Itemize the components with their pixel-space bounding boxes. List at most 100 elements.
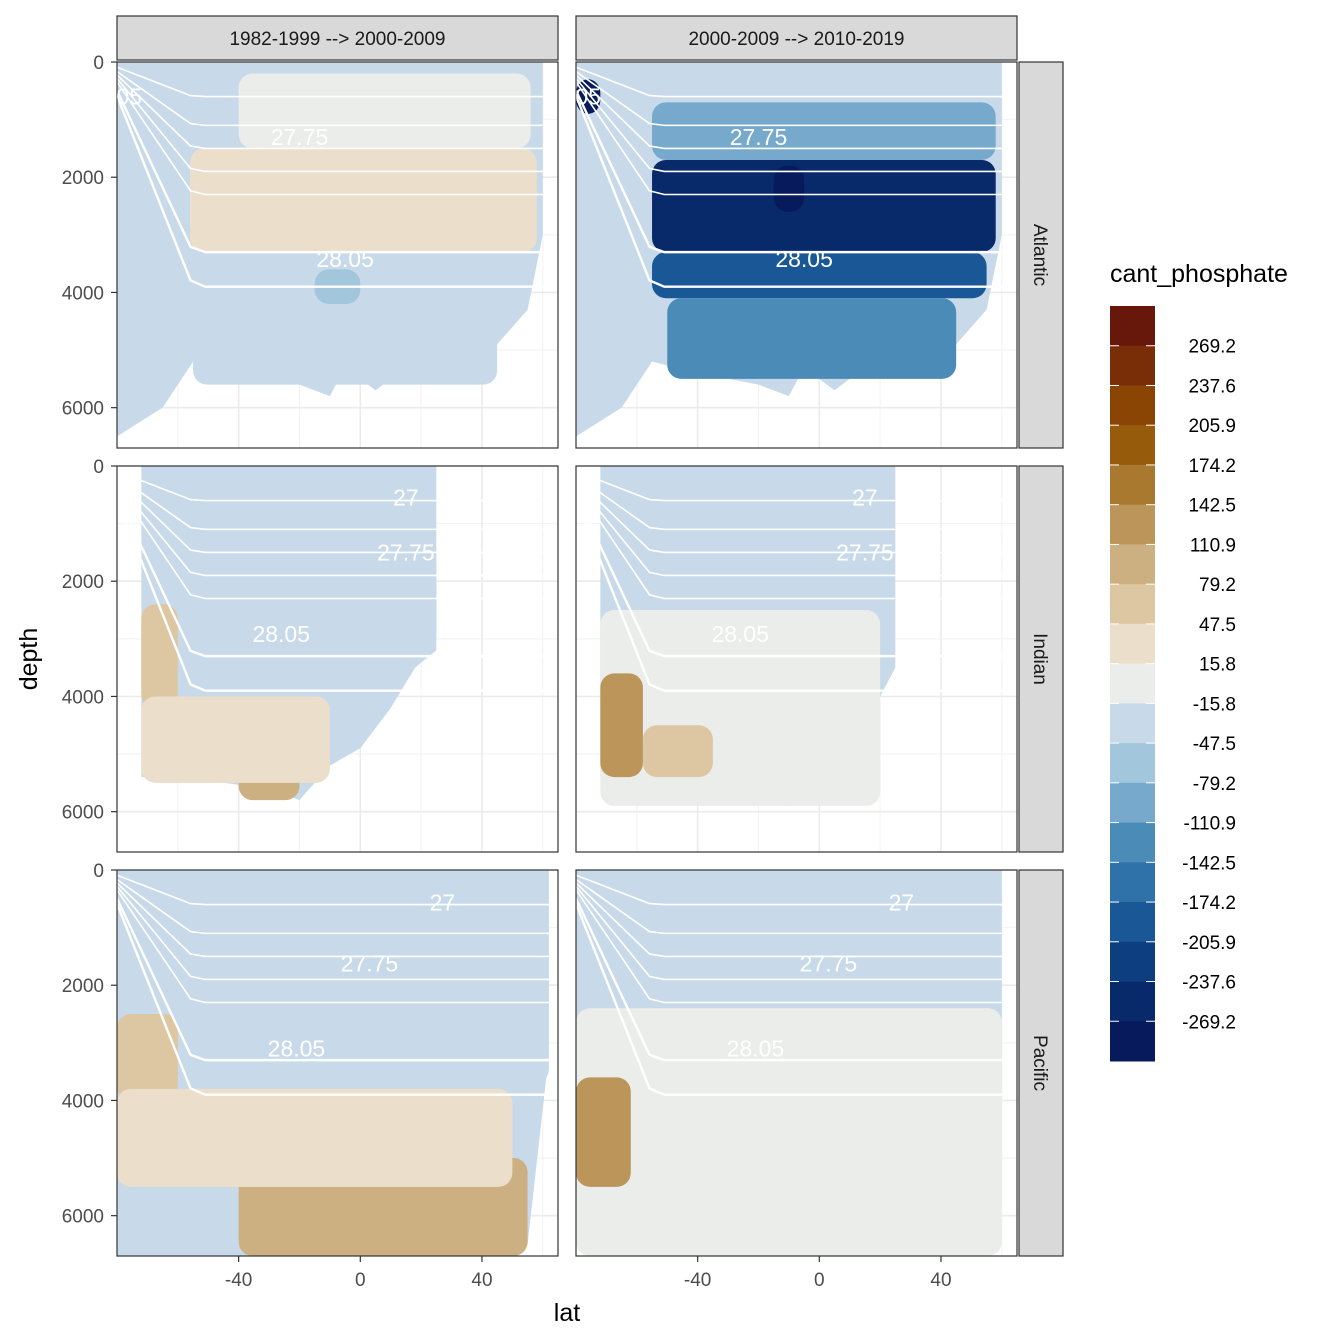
panel-atlantic-period-1: 27.75 28.05 05 — [116, 61, 559, 449]
column-strip-label: 2000-2009 --> 2010-2019 — [688, 29, 904, 50]
isopycnal-line — [117, 885, 558, 981]
isopycnal-line — [117, 474, 558, 531]
legend-color-step — [1110, 782, 1155, 824]
panel-border — [116, 869, 559, 1257]
panel-border — [575, 465, 1018, 853]
value-region — [238, 73, 531, 149]
legend-label: -142.5 — [1182, 853, 1236, 874]
legend-color-step — [1110, 504, 1155, 545]
value-region — [576, 1077, 631, 1187]
y-tick-label: 6000 — [62, 399, 104, 420]
panel-indian-period-1: 27.75 28.05 27 — [116, 465, 559, 853]
isopycnal-line — [576, 81, 1017, 196]
value-region — [667, 298, 957, 379]
panel-pacific-period-2: 27.75 28.05 27 — [575, 869, 1018, 1257]
legend-color-step — [1110, 306, 1155, 347]
panel-data — [576, 466, 1017, 806]
isopycnal-label: 27.75 — [730, 124, 788, 150]
isopycnal-line — [117, 882, 558, 958]
isopycnal-label: 27.75 — [271, 124, 329, 150]
isopycnal-line — [117, 81, 558, 196]
isopycnal-line — [576, 77, 1017, 173]
panel-data — [117, 466, 558, 801]
y-tick-label: 2000 — [62, 572, 104, 593]
legend-color-step — [1110, 663, 1155, 704]
isopycnal-line — [117, 95, 558, 288]
legend-color-step — [1110, 1021, 1155, 1062]
isopycnal-line — [117, 481, 558, 577]
isopycnal-line — [576, 882, 1017, 958]
row-strip-1: Indian — [1018, 465, 1064, 853]
row-strip-label: Pacific — [1029, 1035, 1050, 1091]
isopycnal-label: 28.05 — [775, 246, 833, 272]
legend-label: 15.8 — [1199, 655, 1236, 676]
legend-color-step — [1110, 345, 1155, 386]
legend-label: -47.5 — [1193, 734, 1236, 755]
isopycnal-line — [576, 878, 1017, 935]
panel-data — [117, 870, 558, 1256]
column-strip-0: 1982-1999 --> 2000-2009 — [116, 15, 559, 61]
isopycnal-line — [117, 90, 558, 254]
row-strip-label: Atlantic — [1029, 224, 1050, 286]
isopycnal-line — [576, 74, 1017, 150]
isopycnal-line — [576, 885, 1017, 981]
legend-label: 174.2 — [1188, 456, 1236, 477]
y-tick-label: 0 — [93, 861, 104, 882]
isopycnal-line — [117, 478, 558, 554]
isopycnal-label: 28.05 — [711, 621, 769, 647]
isopycnal-label: 27 — [430, 889, 456, 915]
isopycnal-label: 28.05 — [252, 621, 310, 647]
legend-label: 79.2 — [1199, 575, 1236, 596]
x-axis-period-2: -40 0 40 — [684, 1256, 952, 1291]
isopycnal-line — [576, 474, 1017, 531]
isopycnal-line — [117, 485, 558, 600]
legend-color-step — [1110, 981, 1155, 1022]
x-axis-period-1: -40 0 40 — [225, 1256, 493, 1291]
legend-label: -110.9 — [1184, 814, 1236, 835]
legend-label: 205.9 — [1188, 416, 1236, 437]
row-strip-0: Atlantic — [1018, 61, 1064, 449]
isopycnal-line — [117, 77, 558, 173]
legend-color-step — [1110, 623, 1155, 665]
isopycnal-line — [576, 90, 1017, 254]
value-region — [141, 604, 178, 708]
isopycnal-line — [576, 95, 1017, 288]
panel-border — [116, 61, 559, 449]
isopycnal-line — [576, 898, 1017, 1062]
legend-label: -174.2 — [1182, 893, 1236, 914]
isopycnal-line — [576, 66, 1017, 98]
legend-color-step — [1110, 862, 1155, 903]
x-tick-label: 40 — [930, 1270, 951, 1291]
color-legend: cant_phosphate 269.2 237.6 205.9 174.2 142.5… — [1110, 260, 1288, 1062]
isopycnal-line — [576, 485, 1017, 600]
isopycnal-line — [576, 874, 1017, 906]
isopycnal-line — [576, 478, 1017, 554]
x-tick-label: 40 — [471, 1270, 492, 1291]
x-tick-label: 0 — [814, 1270, 825, 1291]
isopycnal-line — [117, 903, 558, 1096]
isopycnal-line — [117, 889, 558, 1004]
value-region — [141, 696, 330, 783]
y-tick-label: 2000 — [62, 976, 104, 997]
y-tick-label: 2000 — [62, 168, 104, 189]
panel-border — [116, 465, 559, 853]
legend-label: -15.8 — [1193, 694, 1236, 715]
legend-color-step — [1110, 822, 1155, 863]
legend-label: -237.6 — [1182, 973, 1236, 994]
isopycnal-line — [117, 874, 558, 906]
legend-color-step — [1110, 703, 1155, 744]
value-region — [193, 252, 498, 385]
isopycnal-label: 27.75 — [341, 950, 399, 976]
y-axis-indian: 0 2000 4000 6000 — [62, 457, 117, 824]
isopycnal-label: 05 — [116, 84, 142, 110]
isopycnal-label: 28.05 — [727, 1036, 785, 1062]
y-tick-label: 4000 — [62, 1091, 104, 1112]
isopycnal-label: 28.05 — [316, 246, 374, 272]
panel-border — [575, 61, 1018, 449]
legend-label: 269.2 — [1188, 337, 1236, 358]
value-region — [117, 1088, 513, 1187]
panel-data — [576, 870, 1017, 1256]
isopycnal-label: 05 — [575, 84, 601, 110]
y-tick-label: 6000 — [62, 803, 104, 824]
y-tick-label: 4000 — [62, 687, 104, 708]
